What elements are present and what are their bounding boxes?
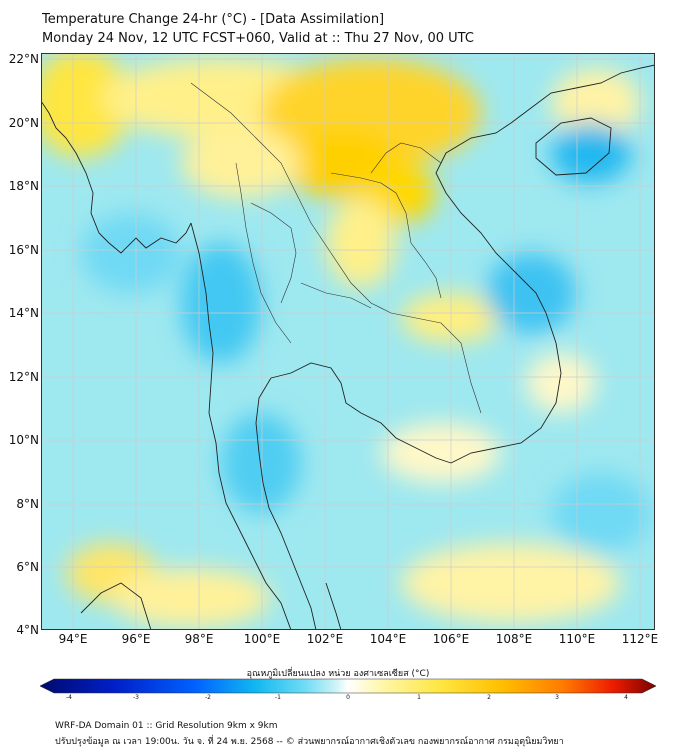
colorbar [40,678,656,694]
colorbar-tick: 2 [487,694,491,701]
borders [190,82,482,414]
lon-label-110: 110°E [558,632,596,646]
lat-label-12: 12°N [8,370,39,384]
chart-subtitle: Monday 24 Nov, 12 UTC FCST+060, Valid at… [42,31,474,46]
lon-label-108: 108°E [495,632,533,646]
lat-label-20: 20°N [8,116,39,130]
lon-label-104: 104°E [369,632,407,646]
map-panel [41,53,655,630]
colorbar-tick: 1 [417,694,421,701]
lon-label-94: 94°E [58,632,88,646]
temperature-field [41,53,651,628]
lat-label-4: 4°N [16,623,39,637]
lat-label-10: 10°N [8,433,39,447]
colorbar-tick: -4 [66,694,72,701]
lon-label-100: 100°E [243,632,281,646]
colorbar-tick: -1 [275,694,281,701]
lat-label-6: 6°N [16,560,39,574]
colorbar-tick: -2 [205,694,211,701]
lon-label-102: 102°E [306,632,344,646]
gridlines [41,53,655,630]
lat-label-22: 22°N [8,52,39,66]
lon-label-106: 106°E [432,632,470,646]
coastlines [41,64,655,630]
lat-label-8: 8°N [16,497,39,511]
colorbar-tick: -3 [133,694,139,701]
lat-label-18: 18°N [8,179,39,193]
chart-title: Temperature Change 24-hr (°C) - [Data As… [42,12,385,27]
lon-label-98: 98°E [184,632,214,646]
footer-credit: ปรับปรุงข้อมูล ณ เวลา 19:00น. วัน จ. ที่… [55,737,564,747]
lon-label-112: 112°E [621,632,659,646]
lon-label-96: 96°E [121,632,151,646]
lat-label-14: 14°N [8,306,39,320]
colorbar-tick: 0 [346,694,350,701]
colorbar-tick: 4 [624,694,628,701]
lat-label-16: 16°N [8,243,39,257]
colorbar-tick: 3 [555,694,559,701]
map-border [41,53,655,630]
colorbar-title: อุณหภูมิเปลี่ยนแปลง หน่วย องศาเซลเซียส (… [246,669,430,679]
footer-model-info: WRF-DA Domain 01 :: Grid Resolution 9km … [55,721,278,731]
